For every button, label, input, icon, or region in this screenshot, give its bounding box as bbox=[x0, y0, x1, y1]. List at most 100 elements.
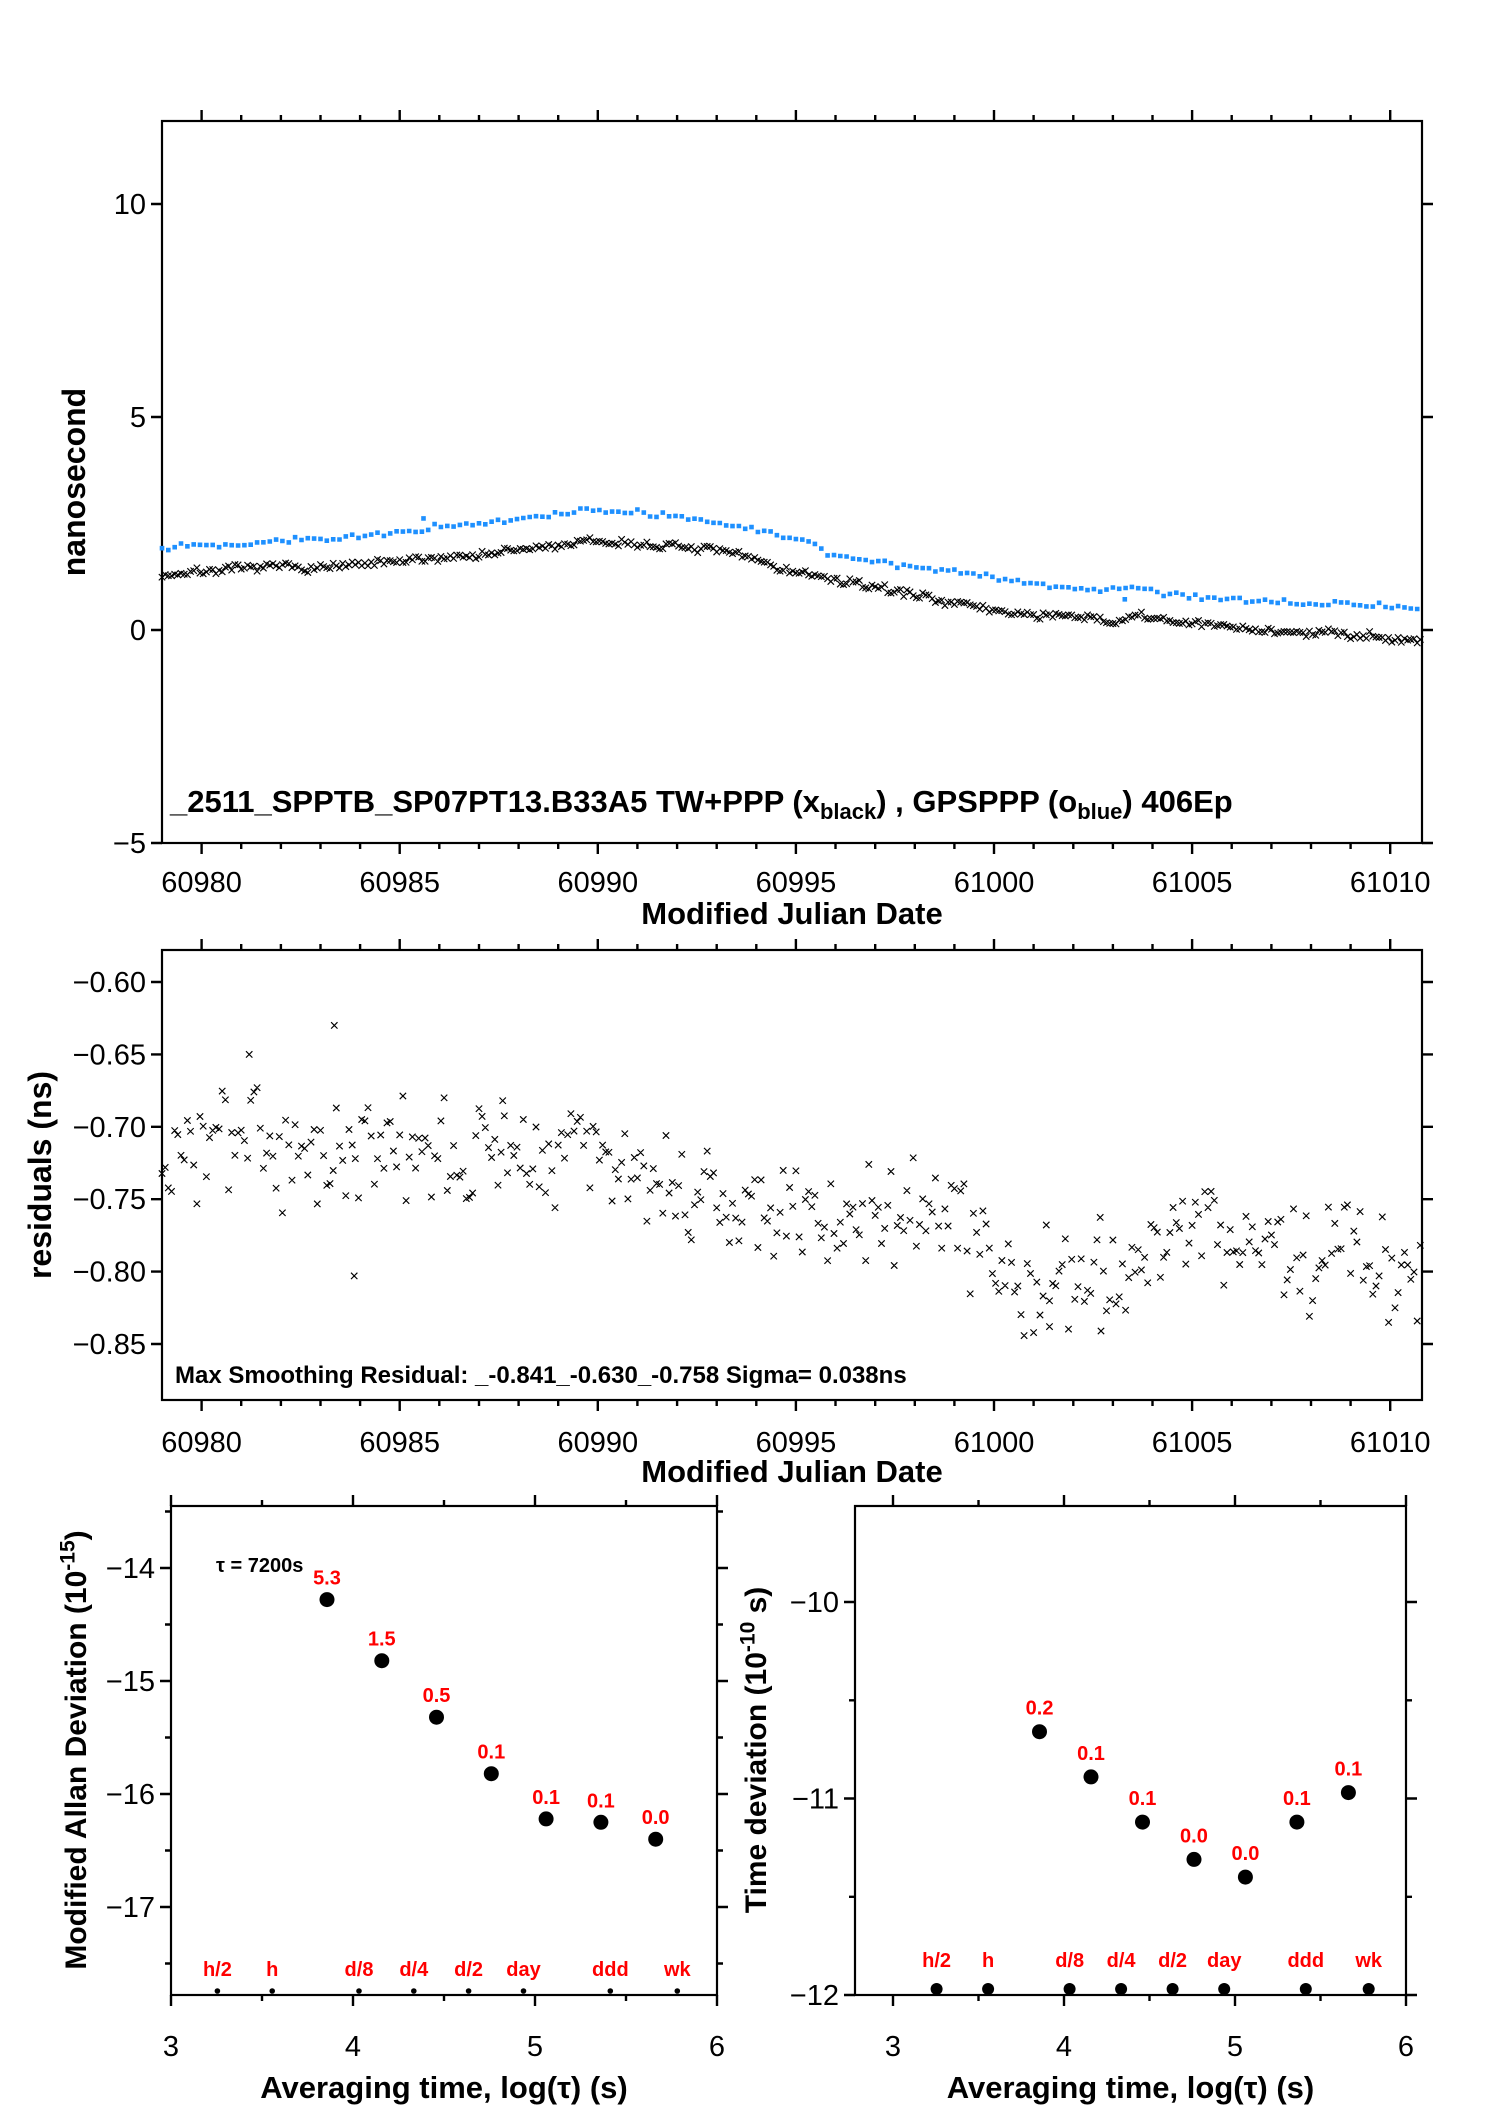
tau-mark-label: d/8 bbox=[1055, 1950, 1084, 1972]
x-major-ticks-top bbox=[200, 110, 1392, 121]
tdev-point bbox=[1237, 1869, 1253, 1885]
x-tick-label: 3 bbox=[163, 2031, 179, 2063]
tau-mark-label: day bbox=[506, 1959, 541, 1981]
tdev-points: 0.2 0.1 0.1 0.0 0.0 0.1 0.1 bbox=[1026, 1698, 1362, 1885]
y-major-ticks-left bbox=[160, 1566, 171, 1909]
tau-mark-label: d/2 bbox=[1158, 1950, 1187, 1972]
x-minor-ticks-top bbox=[260, 1500, 628, 1506]
y-minor-ticks-right bbox=[1406, 1699, 1412, 1898]
x-minor-ticks-bottom bbox=[977, 1995, 1322, 2001]
tdev-point bbox=[1135, 1814, 1150, 1830]
tau-mark bbox=[214, 1988, 221, 1994]
tdev-point-value-label: 0.1 bbox=[1334, 1759, 1362, 1781]
x-major-ticks-top bbox=[891, 1495, 1408, 1506]
y-major-ticks-left bbox=[844, 1600, 855, 1997]
tau-mark-label: h bbox=[982, 1950, 994, 1972]
x-minor-ticks-bottom bbox=[260, 1995, 628, 2001]
y-tick-label: −0.65 bbox=[73, 1039, 146, 1071]
x-tick-label: 60980 bbox=[161, 1427, 242, 1459]
series-gpsppp-markers bbox=[159, 506, 1420, 612]
y-tick-label: −5 bbox=[113, 828, 146, 860]
mdev-point-value-label: 0.1 bbox=[532, 1787, 560, 1809]
tau-mark bbox=[411, 1988, 417, 1994]
tau-mark bbox=[982, 1983, 995, 1995]
x-tick-label: 61005 bbox=[1152, 867, 1233, 899]
tau-mark bbox=[1166, 1983, 1179, 1995]
mdev-point-value-label: 0.1 bbox=[477, 1742, 505, 1764]
tau-annotation: τ = 7200s bbox=[216, 1555, 303, 1577]
y-tick-label: −0.75 bbox=[73, 1184, 146, 1216]
timeseries-frame bbox=[160, 119, 1424, 845]
x-tick-label: 60995 bbox=[756, 1427, 837, 1459]
tau-mark bbox=[607, 1988, 614, 1994]
x-tick-label: 6 bbox=[709, 2031, 725, 2063]
y-tick-label: −10 bbox=[790, 1587, 839, 1619]
x-tick-label: 3 bbox=[885, 2031, 901, 2063]
x-tick-label: 61010 bbox=[1350, 1427, 1431, 1459]
x-tick-label: 60995 bbox=[756, 867, 837, 899]
x-major-ticks-top bbox=[200, 939, 1392, 950]
y-tick-label: −15 bbox=[106, 1666, 155, 1698]
x-minor-ticks-top bbox=[240, 115, 1352, 121]
tau-mark-label: day bbox=[1207, 1950, 1242, 1972]
y-major-ticks-left bbox=[151, 202, 162, 845]
timeseries-y-axis-title: nanosecond bbox=[56, 388, 92, 576]
y-tick-label: −0.70 bbox=[73, 1112, 146, 1144]
mdev-y-axis-title: Modified Allan Deviation (10-15) bbox=[57, 1530, 93, 1969]
timeseries-title: _2511_SPPTB_SP07PT13.B33A5 TW+PPP (xblac… bbox=[169, 784, 1233, 824]
tau-mark-label: d/8 bbox=[345, 1959, 374, 1981]
x-major-ticks-bottom bbox=[891, 1995, 1408, 2006]
residuals-x-axis-title: Modified Julian Date bbox=[641, 1454, 942, 1489]
tdev-point bbox=[1083, 1769, 1099, 1785]
residuals-panel: 60980 60985 60990 60995 61000 61005 61010 −0.60… bbox=[22, 939, 1433, 1489]
x-tick-label: 60990 bbox=[557, 867, 638, 899]
tau-mark bbox=[930, 1983, 943, 1995]
tau-mark bbox=[674, 1988, 681, 1994]
y-minor-ticks-left bbox=[849, 1699, 855, 1898]
x-minor-ticks-top bbox=[240, 944, 1352, 950]
residuals-frame bbox=[160, 948, 1424, 1402]
mdev-point-value-label: 0.5 bbox=[423, 1685, 451, 1707]
mdev-point-value-label: 5.3 bbox=[313, 1568, 341, 1590]
tdev-point-value-label: 0.1 bbox=[1077, 1743, 1105, 1765]
tau-mark-label: d/4 bbox=[1107, 1950, 1137, 1972]
y-tick-label: −14 bbox=[106, 1553, 155, 1585]
tdev-point-value-label: 0.0 bbox=[1232, 1843, 1260, 1865]
tau-mark-label: wk bbox=[1354, 1950, 1383, 1972]
y-tick-label: 0 bbox=[130, 615, 146, 647]
residuals-y-axis-title: residuals (ns) bbox=[22, 1071, 58, 1279]
tau-mark-label: ddd bbox=[592, 1959, 629, 1981]
x-tick-label: 60990 bbox=[557, 1427, 638, 1459]
x-tick-label: 60985 bbox=[359, 867, 440, 899]
mdev-points: 5.3 1.5 0.5 0.1 0.1 0.1 0.0 bbox=[313, 1568, 670, 1847]
x-minor-ticks-bottom bbox=[240, 1400, 1352, 1406]
x-tick-label: 61000 bbox=[954, 867, 1035, 899]
x-major-ticks-bottom bbox=[200, 1400, 1392, 1411]
y-tick-label: −0.60 bbox=[73, 967, 146, 999]
y-minor-ticks-left bbox=[165, 1510, 171, 1965]
mdev-tau-marks: h/2 h d/8 d/4 d/2 day ddd wk bbox=[203, 1959, 692, 1994]
mdev-point bbox=[374, 1653, 390, 1669]
x-tick-label: 60985 bbox=[359, 1427, 440, 1459]
timeseries-panel: 60980 60985 60990 60995 61000 61005 61010 −5 0 5 1… bbox=[56, 110, 1433, 931]
tau-mark bbox=[520, 1988, 527, 1994]
tdev-point bbox=[1186, 1851, 1202, 1867]
tdev-y-axis-title: Time deviation (10-10 s) bbox=[737, 1587, 773, 1914]
tau-mark-label: h/2 bbox=[922, 1950, 951, 1972]
y-tick-label: −0.85 bbox=[73, 1329, 146, 1361]
y-major-ticks-left bbox=[151, 980, 162, 1346]
tdev-point bbox=[1340, 1785, 1356, 1801]
tau-mark-label: ddd bbox=[1287, 1950, 1324, 1972]
y-major-ticks-right bbox=[1422, 202, 1433, 845]
tdev-point-value-label: 0.0 bbox=[1180, 1825, 1208, 1847]
tau-mark bbox=[1218, 1983, 1231, 1995]
x-major-ticks-bottom bbox=[169, 1995, 719, 2006]
y-tick-label: −12 bbox=[790, 1980, 839, 2012]
tau-mark bbox=[1362, 1983, 1375, 1995]
mdev-point-value-label: 0.0 bbox=[642, 1807, 670, 1829]
x-tick-label: 61010 bbox=[1350, 867, 1431, 899]
x-tick-label: 60980 bbox=[161, 867, 242, 899]
tau-mark bbox=[465, 1988, 472, 1994]
